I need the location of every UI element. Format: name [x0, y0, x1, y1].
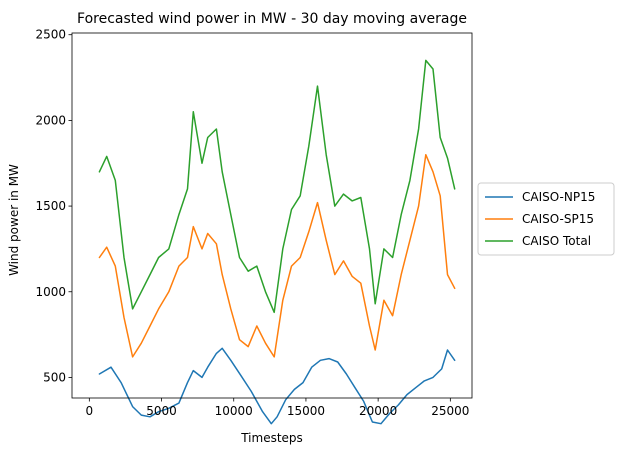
- chart-title: Forecasted wind power in MW - 30 day mov…: [77, 11, 467, 27]
- legend-entry: CAISO-SP15: [522, 212, 594, 226]
- legend: CAISO-NP15 CAISO-SP15 CAISO Total: [477, 182, 615, 256]
- series-line-caiso-np15: [98, 347, 456, 425]
- y-tick-label: 1500: [35, 199, 66, 213]
- y-axis-label: Wind power in MW: [7, 164, 21, 276]
- series-line-caiso-sp15: [98, 153, 456, 358]
- x-tick-label: 0: [86, 404, 94, 418]
- y-tick-label: 2000: [35, 113, 66, 127]
- series-line-caiso-total: [98, 59, 456, 314]
- plot-area: 0 5000 10000 15000 20000 25000 500 1000 1500 2000…: [35, 28, 473, 425]
- x-tick-label: 5000: [146, 404, 177, 418]
- legend-entry: CAISO-NP15: [522, 190, 595, 204]
- y-tick-label: 2500: [35, 28, 66, 42]
- y-tick-label: 500: [43, 370, 66, 384]
- x-tick-label: 10000: [215, 404, 253, 418]
- x-tick-label: 20000: [359, 404, 397, 418]
- x-tick-label: 25000: [431, 404, 469, 418]
- y-tick-label: 1000: [35, 285, 66, 299]
- legend-box: [477, 182, 615, 256]
- axes-frame: [71, 32, 473, 399]
- legend-entry: CAISO Total: [522, 234, 591, 248]
- x-axis-label: Timesteps: [240, 431, 303, 445]
- x-tick-label: 15000: [287, 404, 325, 418]
